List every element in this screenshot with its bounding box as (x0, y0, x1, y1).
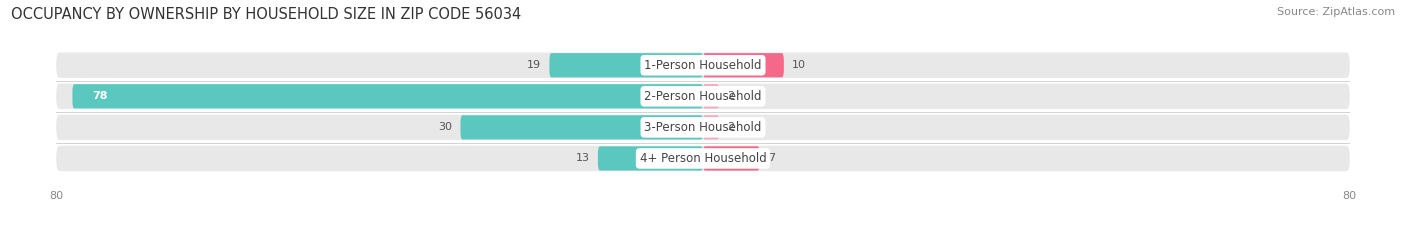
Text: 2: 2 (727, 122, 734, 132)
Text: 7: 7 (768, 154, 775, 163)
FancyBboxPatch shape (56, 115, 1350, 140)
Text: 78: 78 (93, 91, 108, 101)
FancyBboxPatch shape (598, 146, 703, 171)
Text: 2-Person Household: 2-Person Household (644, 90, 762, 103)
FancyBboxPatch shape (703, 84, 720, 108)
Text: 10: 10 (792, 60, 806, 70)
Text: Source: ZipAtlas.com: Source: ZipAtlas.com (1277, 7, 1395, 17)
Text: 2: 2 (727, 91, 734, 101)
Text: 13: 13 (576, 154, 591, 163)
Text: 4+ Person Household: 4+ Person Household (640, 152, 766, 165)
FancyBboxPatch shape (56, 52, 1350, 78)
Legend: Owner-occupied, Renter-occupied: Owner-occupied, Renter-occupied (572, 230, 834, 233)
FancyBboxPatch shape (56, 146, 1350, 171)
Text: 30: 30 (439, 122, 453, 132)
FancyBboxPatch shape (703, 53, 785, 77)
Text: OCCUPANCY BY OWNERSHIP BY HOUSEHOLD SIZE IN ZIP CODE 56034: OCCUPANCY BY OWNERSHIP BY HOUSEHOLD SIZE… (11, 7, 522, 22)
Text: 1-Person Household: 1-Person Household (644, 59, 762, 72)
FancyBboxPatch shape (703, 146, 759, 171)
Text: 19: 19 (527, 60, 541, 70)
FancyBboxPatch shape (73, 84, 703, 108)
FancyBboxPatch shape (56, 84, 1350, 109)
FancyBboxPatch shape (461, 115, 703, 140)
Text: 3-Person Household: 3-Person Household (644, 121, 762, 134)
FancyBboxPatch shape (550, 53, 703, 77)
FancyBboxPatch shape (703, 115, 720, 140)
